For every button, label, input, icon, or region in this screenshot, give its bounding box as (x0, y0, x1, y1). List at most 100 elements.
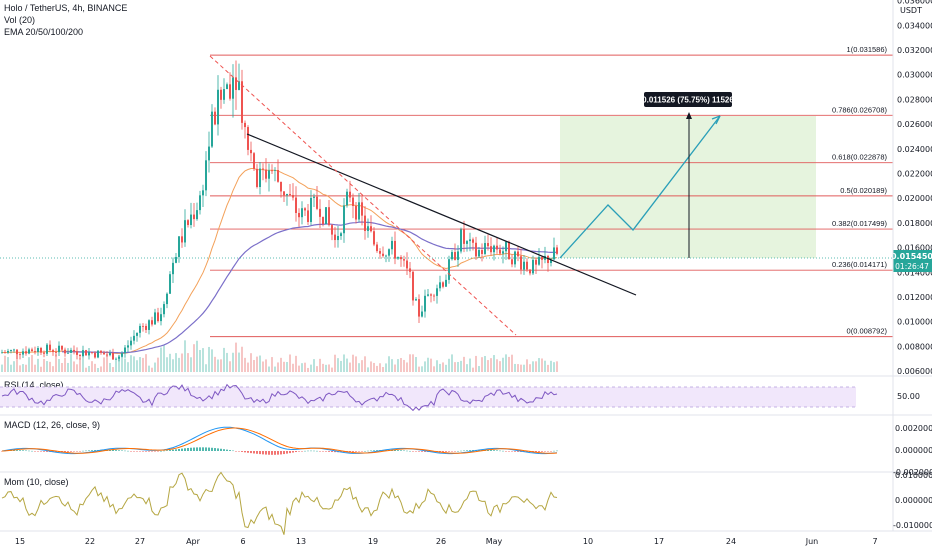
candle-body (79, 354, 81, 357)
candle-body (277, 170, 279, 182)
symbol-legend[interactable]: Holo / TetherUS, 4h, BINANCE (4, 3, 128, 13)
volume-bar (283, 361, 285, 372)
candle-body (472, 239, 474, 243)
volume-legend[interactable]: Vol (20) (4, 15, 36, 25)
dashed-trendline[interactable] (209, 55, 517, 336)
volume-bar (166, 357, 168, 372)
volume-bar (127, 362, 129, 372)
macd-histogram-bar (64, 451, 66, 452)
volume-bar (277, 362, 279, 372)
macd-histogram-bar (121, 450, 123, 451)
candle-body (325, 207, 327, 225)
macd-histogram-bar (490, 450, 492, 451)
macd-histogram-bar (142, 451, 144, 452)
candle-body (154, 312, 156, 325)
macd-histogram-bar (463, 450, 465, 452)
candle-body (460, 229, 462, 252)
volume-bar (205, 364, 207, 372)
volume-bar (415, 356, 417, 372)
mom-title[interactable]: Mom (10, close) (4, 477, 69, 487)
candle-body (244, 122, 246, 128)
macd-histogram-bar (109, 449, 111, 451)
volume-bar (517, 364, 519, 372)
volume-bar (94, 363, 96, 372)
volume-bar (472, 367, 474, 372)
time-tick-label: 24 (726, 537, 736, 546)
volume-bar (496, 359, 498, 372)
volume-bar (37, 358, 39, 372)
candle-body (430, 294, 432, 296)
candle-body (496, 245, 498, 250)
macd-histogram-bar (547, 451, 549, 452)
candle-body (73, 349, 75, 352)
macd-histogram-bar (466, 450, 468, 451)
candle-body (109, 352, 111, 356)
candle-body (307, 210, 309, 222)
volume-bar (175, 353, 177, 372)
volume-bar (28, 357, 30, 372)
macd-histogram-bar (451, 451, 453, 452)
candle-body (88, 352, 90, 356)
price-axis[interactable]: 0.036000 0.034000 0.032000 0.030000 0.028000… (897, 0, 932, 376)
volume-bar (154, 362, 156, 372)
macd-histogram-bar (190, 447, 192, 451)
volume-bar (355, 356, 357, 372)
macd-histogram-bar (460, 450, 462, 452)
mom-tick-top: 0.010000 (895, 471, 932, 480)
fib-level-label: 0.382(0.017499) (832, 219, 888, 228)
candle-body (358, 202, 360, 220)
rsi-title[interactable]: RSI (14, close) (4, 380, 64, 390)
volume-bar (319, 358, 321, 372)
candle-body (409, 268, 411, 272)
time-axis[interactable]: 15 22 27 Apr 6 13 19 26 May 10 17 24 Jun 7 (15, 537, 878, 546)
candle-body (268, 170, 270, 179)
macd-histogram-bar (310, 450, 312, 452)
fib-level-label: 0.236(0.014171) (832, 260, 888, 269)
volume-bar (238, 352, 240, 372)
price-tick-label: 0.028000 (897, 95, 932, 104)
fib-retracement[interactable]: 1(0.031586) 0.786(0.026708) 0.618(0.022878… (210, 45, 893, 338)
descending-trendline[interactable] (246, 133, 637, 296)
time-tick-label: May (486, 537, 503, 546)
macd-histogram-bar (73, 451, 75, 452)
volume-bar (520, 364, 522, 372)
volume-bar (253, 360, 255, 372)
candle-body (361, 202, 363, 216)
candle-body (466, 241, 468, 244)
macd-histogram-bar (448, 451, 450, 452)
macd-histogram-bar (187, 447, 189, 451)
candle-body (190, 214, 192, 225)
candle-body (370, 226, 372, 232)
volume-bar (274, 366, 276, 372)
volume-bar (232, 352, 234, 372)
current-price-badge[interactable] (893, 250, 932, 272)
time-tick-label: 7 (872, 537, 877, 546)
volume-bar (448, 358, 450, 372)
candle-body (286, 193, 288, 196)
candle-body (436, 288, 438, 296)
candle-body (148, 320, 150, 330)
macd-title[interactable]: MACD (12, 26, close, 9) (4, 420, 101, 430)
volume-bar (214, 356, 216, 372)
volume-bar (322, 363, 324, 372)
projection-path[interactable] (559, 115, 721, 259)
price-tick-label: 0.006000 (897, 367, 932, 376)
price-axis-unit: USDT (900, 6, 922, 15)
ema-legend[interactable]: EMA 20/50/100/200 (4, 27, 84, 37)
macd-histogram-bar (238, 451, 240, 452)
macd-histogram-bar (499, 450, 501, 452)
target-zone[interactable] (560, 116, 816, 258)
macd-histogram-bar (235, 451, 237, 452)
time-tick-label: 27 (135, 537, 145, 546)
volume-bar (508, 356, 510, 372)
volume-bar (313, 359, 315, 372)
volume-bar (514, 363, 516, 372)
candle-body (499, 249, 501, 254)
candle-body (163, 304, 165, 315)
candle-body (103, 352, 105, 355)
macd-histogram-bar (139, 451, 141, 452)
candle-body (4, 352, 6, 354)
macd-histogram-bar (217, 448, 219, 451)
volume-bar (268, 366, 270, 372)
